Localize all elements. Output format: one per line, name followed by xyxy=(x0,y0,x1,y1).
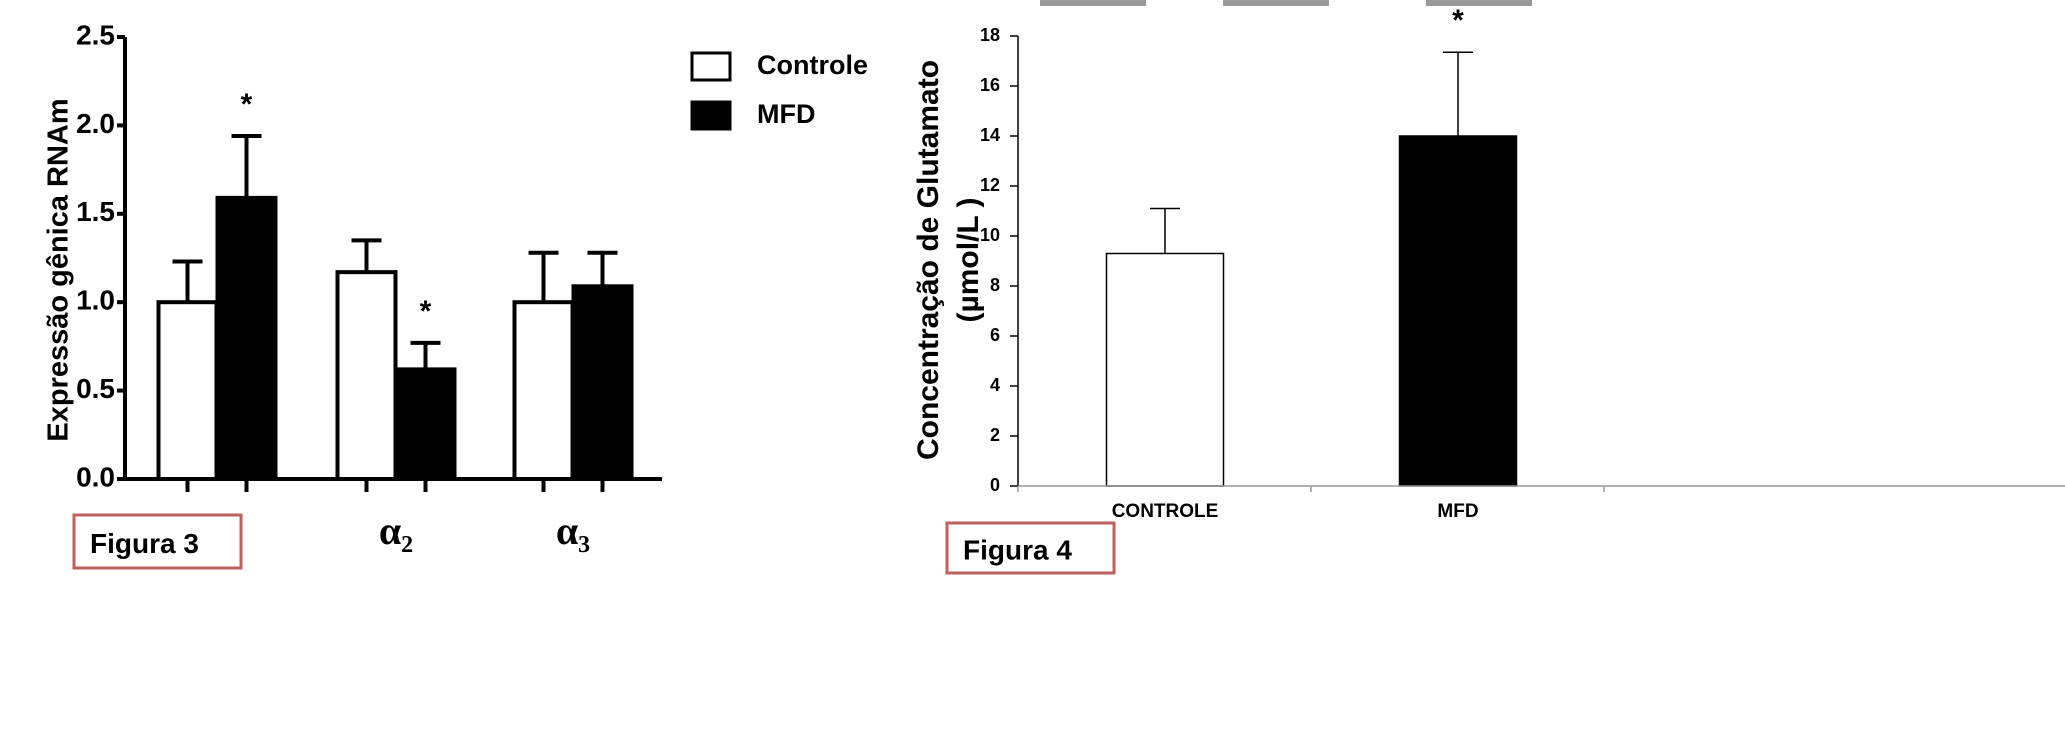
legend-swatch xyxy=(690,51,732,82)
figure-label: Figura 3 xyxy=(90,528,199,559)
y-tick-label: 2 xyxy=(990,425,1000,445)
y-tick-label: 14 xyxy=(980,125,1000,145)
legend-label: Controle xyxy=(757,50,868,80)
y-tick-label: 4 xyxy=(990,375,1000,395)
bar xyxy=(335,270,398,482)
y-tick-label: 8 xyxy=(990,275,1000,295)
x-tick-label: α₃ xyxy=(556,508,590,553)
bar xyxy=(1105,252,1225,487)
significance-mark: * xyxy=(1452,4,1464,37)
y-tick-label: 0.0 xyxy=(76,461,115,492)
y-tick-label: 12 xyxy=(980,175,1000,195)
y-tick-label: 18 xyxy=(980,25,1000,45)
y-tick-label: 1.5 xyxy=(76,196,115,227)
x-tick-label: α₂ xyxy=(379,508,413,553)
x-tick-label: CONTROLE xyxy=(1112,501,1219,522)
bar xyxy=(394,367,457,481)
y-tick-label: 0.5 xyxy=(76,373,115,404)
bar xyxy=(571,284,634,481)
y-tick-label: 2.0 xyxy=(76,108,115,139)
y-axis-label: (µmol/L ) xyxy=(952,197,985,322)
figure-label: Figura 4 xyxy=(963,534,1072,565)
blot-fragment xyxy=(1040,0,1532,6)
bar xyxy=(156,300,219,482)
figure-label-box xyxy=(72,513,243,570)
y-tick-label: 0 xyxy=(990,475,1000,495)
figure-label-box xyxy=(945,521,1116,575)
y-tick-label: 10 xyxy=(980,225,1000,245)
legend-swatch xyxy=(690,100,732,131)
blot xyxy=(1040,0,1146,6)
x-tick-label: MFD xyxy=(1437,501,1478,522)
bar xyxy=(512,300,575,482)
blot xyxy=(1426,0,1532,6)
y-axis-label: Expressão gênica RNAm xyxy=(43,98,75,441)
y-tick-label: 6 xyxy=(990,325,1000,345)
bar xyxy=(215,195,278,481)
y-tick-label: 1.0 xyxy=(76,285,115,316)
y-axis-label: Concentração de Glutamato xyxy=(912,60,945,460)
y-tick-label: 2.5 xyxy=(76,19,115,50)
significance-mark: * xyxy=(420,295,432,328)
bar xyxy=(1398,135,1518,487)
blot xyxy=(1223,0,1329,6)
y-tick-label: 16 xyxy=(980,75,1000,95)
legend-label: MFD xyxy=(757,99,815,129)
significance-mark: * xyxy=(241,88,253,121)
